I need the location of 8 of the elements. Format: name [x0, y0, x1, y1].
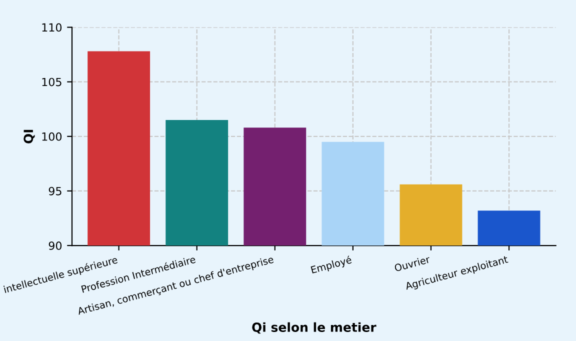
y-tick-label: 100 [42, 132, 62, 141]
y-tick-label: 110 [42, 23, 62, 32]
y-tick-label: 90 [48, 241, 62, 250]
y-tick-label: 95 [48, 186, 62, 196]
x-axis-title: Qi selon le metier [252, 322, 376, 334]
y-axis-title: QI [24, 130, 35, 144]
y-tick-label: 105 [42, 78, 62, 86]
x-tick-label: Ouvrier [394, 255, 430, 272]
